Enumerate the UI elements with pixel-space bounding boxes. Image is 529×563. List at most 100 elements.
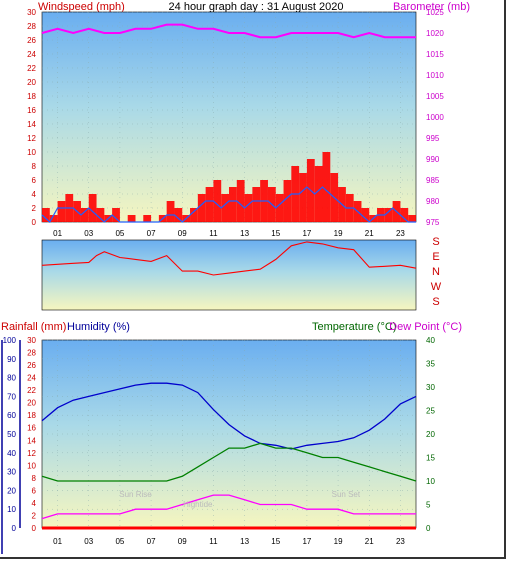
temperature-x-tick-label: 19: [334, 537, 343, 546]
wind-gust-bar: [275, 194, 284, 222]
humidity-tick-label: 70: [7, 392, 16, 401]
windspeed-tick-label: 18: [27, 92, 36, 101]
windspeed-tick-label: 2: [32, 204, 37, 213]
rainfall-tick-label: 18: [27, 411, 36, 420]
wind-gust-bar: [213, 180, 222, 222]
wind-x-tick-label: 03: [84, 229, 93, 238]
dewpoint-line: [41, 494, 416, 520]
wind-gust-bar: [384, 208, 393, 222]
rainfall-tick-label: 14: [27, 436, 36, 445]
hightide-annotation: Hightide: [183, 500, 213, 509]
rainfall-tick-label: 10: [27, 461, 36, 470]
temperature-tick-label: 20: [426, 430, 435, 439]
wind-gust-bar: [252, 187, 261, 222]
humidity-tick-label: 50: [7, 430, 16, 439]
windspeed-tick-label: 30: [27, 8, 36, 17]
windspeed-axis-label: Windspeed (mph): [38, 1, 125, 13]
rainfall-tick-label: 0: [32, 524, 37, 533]
temperature-x-tick-label: 13: [240, 537, 249, 546]
temperature-tick-label: 0: [426, 524, 431, 533]
humidity-tick-label: 40: [7, 449, 16, 458]
rainfall-tick-label: 16: [27, 424, 36, 433]
wind-x-tick-label: 13: [240, 229, 249, 238]
rainfall-tick-label: 4: [32, 499, 37, 508]
wind-x-tick-label: 07: [147, 229, 156, 238]
rainfall-tick-label: 28: [27, 349, 36, 358]
wind-gust-bar: [314, 166, 323, 222]
wind-gust-bar: [197, 194, 206, 222]
barometer-tick-label: 1005: [426, 92, 444, 101]
wind-gust-bar: [127, 215, 136, 222]
temperature-x-tick-label: 01: [53, 537, 62, 546]
wind-x-tick-label: 15: [271, 229, 280, 238]
wind-x-tick-label: 17: [302, 229, 311, 238]
windspeed-tick-label: 6: [32, 176, 37, 185]
sun-rise-annotation: Sun Rise: [119, 490, 152, 499]
humidity-tick-label: 0: [12, 524, 17, 533]
barometer-tick-label: 975: [426, 218, 440, 227]
wind-gust-bar: [244, 194, 253, 222]
humidity-line: [41, 382, 417, 450]
windspeed-tick-label: 22: [27, 64, 36, 73]
temperature-tick-label: 35: [426, 360, 435, 369]
barometer-tick-label: 1025: [426, 8, 444, 17]
rainfall-tick-label: 30: [27, 336, 36, 345]
wind-x-tick-label: 19: [334, 229, 343, 238]
temperature-plot-area: [41, 339, 417, 529]
wind-gust-bar: [49, 215, 58, 222]
wind-gust-bar: [112, 208, 120, 222]
wind-direction-label: S: [432, 236, 439, 248]
temperature-line: [41, 442, 417, 482]
windspeed-tick-label: 16: [27, 106, 36, 115]
wind-gust-bar: [42, 208, 50, 222]
wind-gust-bar: [400, 208, 409, 222]
barometer-tick-label: 1015: [426, 50, 444, 59]
wind-gust-bar: [322, 152, 331, 222]
rainfall-tick-label: 2: [32, 511, 37, 520]
wind-gust-bar: [57, 201, 66, 222]
temperature-axis-label: Temperature (°C): [312, 321, 396, 333]
wind-x-tick-label: 05: [115, 229, 124, 238]
temperature-tick-label: 5: [426, 501, 431, 510]
wind-gust-bar: [283, 180, 292, 222]
chart-title: 24 hour graph day : 31 August 2020: [169, 1, 344, 13]
temperature-tick-label: 30: [426, 383, 435, 392]
rainfall-tick-label: 24: [27, 374, 36, 383]
wind-gust-bar: [221, 194, 229, 222]
temperature-x-tick-label: 15: [271, 537, 280, 546]
temperature-tick-label: 15: [426, 454, 435, 463]
barometer-axis-label: Barometer (mb): [393, 1, 470, 13]
wind-direction-label: W: [431, 281, 442, 293]
sun-set-annotation: Sun Set: [332, 490, 361, 499]
humidity-tick-label: 100: [3, 336, 17, 345]
windspeed-tick-label: 28: [27, 22, 36, 31]
temperature-x-tick-label: 11: [209, 537, 218, 546]
windspeed-tick-label: 0: [32, 218, 37, 227]
wind-gust-bar: [143, 215, 152, 222]
wind-x-tick-label: 21: [365, 229, 374, 238]
barometer-tick-label: 980: [426, 197, 440, 206]
windspeed-tick-label: 10: [27, 148, 36, 157]
wind-gust-bar: [236, 180, 245, 222]
wind-x-tick-label: 11: [209, 229, 218, 238]
wind-direction-plot-area: [41, 239, 417, 311]
humidity-tick-label: 80: [7, 374, 16, 383]
wind-average-line: [41, 186, 416, 223]
temperature-x-tick-label: 17: [302, 537, 311, 546]
temperature-tick-label: 40: [426, 336, 435, 345]
barometer-tick-label: 1010: [426, 71, 444, 80]
temperature-x-tick-label: 05: [115, 537, 124, 546]
windspeed-tick-label: 20: [27, 78, 36, 87]
wind-direction-label: N: [432, 266, 440, 278]
temperature-x-tick-label: 07: [147, 537, 156, 546]
wind-gust-bar: [96, 208, 105, 222]
temperature-x-tick-label: 23: [396, 537, 405, 546]
humidity-axis-label: Humidity (%): [67, 321, 130, 333]
wind-gust-bar: [174, 208, 183, 222]
wind-gust-bar: [190, 208, 198, 222]
dewpoint-axis-label: Dew Point (°C): [389, 321, 462, 333]
windspeed-tick-label: 12: [27, 134, 36, 143]
wind-x-tick-label: 23: [396, 229, 405, 238]
wind-gust-bar: [80, 208, 89, 222]
